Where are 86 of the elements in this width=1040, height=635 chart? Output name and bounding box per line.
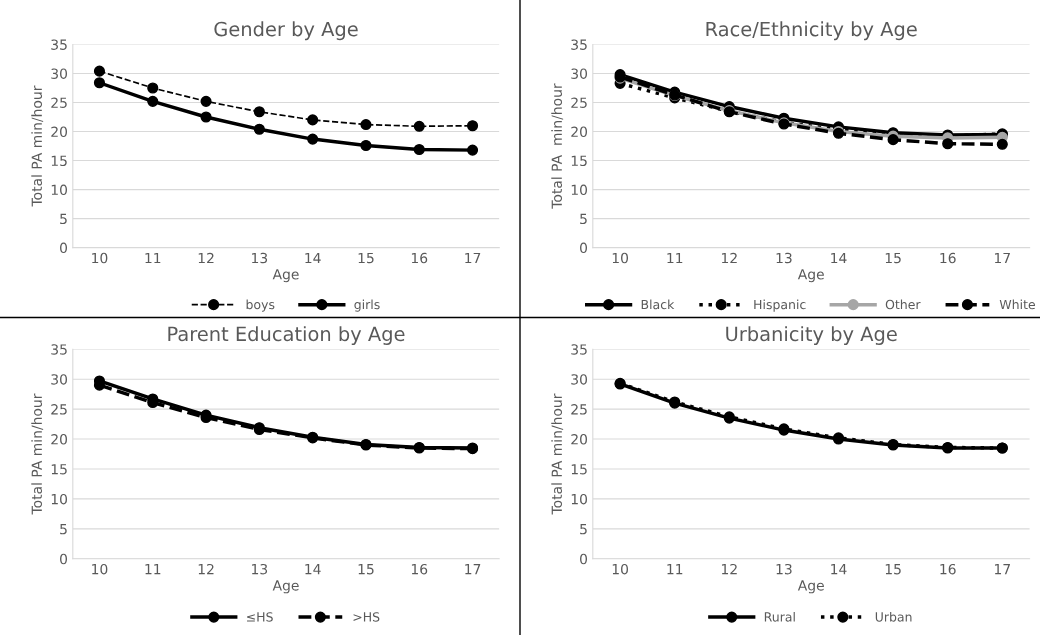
y-tick-label: 10 — [51, 184, 68, 196]
x-tick-label: 10 — [92, 252, 108, 264]
y-axis-title: Total PA min/hour — [31, 85, 44, 207]
x-tick-label: 17 — [465, 564, 481, 575]
y-tick-label: 0 — [60, 242, 68, 254]
y-tick-label: 5 — [580, 524, 587, 535]
x-tick-label: 13 — [252, 252, 268, 264]
x-tick-label: 17 — [465, 252, 481, 264]
y-tick-label: 35 — [51, 344, 67, 355]
legend-label: Rural — [764, 611, 795, 622]
y-tick-label: 5 — [580, 213, 587, 225]
x-tick-label: 12 — [721, 563, 737, 575]
x-tick-label: 11 — [145, 252, 161, 264]
y-tick-label: 10 — [571, 184, 588, 196]
x-tick-label: 10 — [92, 563, 108, 575]
y-tick-label: 15 — [51, 155, 67, 167]
y-tick-label: 5 — [60, 213, 67, 225]
y-tick-label: 35 — [51, 39, 67, 50]
x-tick-label: 16 — [411, 252, 428, 264]
x-axis-title: Age — [272, 269, 299, 283]
y-tick-label: 35 — [571, 39, 587, 50]
legend-label: Hispanic — [754, 299, 806, 312]
y-tick-label: 5 — [60, 524, 67, 535]
x-tick-label: 12 — [198, 252, 214, 264]
x-tick-label: 17 — [994, 564, 1010, 575]
x-tick-label: 16 — [411, 563, 428, 575]
x-tick-label: 15 — [885, 252, 901, 264]
x-tick-label: 14 — [831, 564, 847, 575]
x-tick-label: 14 — [305, 564, 321, 575]
legend-label: boys — [246, 299, 275, 312]
y-tick-label: 15 — [571, 155, 587, 167]
x-tick-label: 12 — [198, 563, 214, 575]
chart-title: Race/Ethnicity by Age — [706, 21, 917, 41]
legend-label: Other — [885, 299, 921, 310]
x-tick-label: 14 — [831, 252, 847, 264]
x-axis-title: Age — [272, 580, 299, 594]
legend-label: Urban — [875, 611, 912, 622]
y-axis-title: Total PA min/hour — [551, 393, 564, 515]
legend-label: ≤HS — [247, 612, 273, 622]
legend-label: girls — [354, 299, 380, 312]
x-tick-label: 11 — [145, 564, 161, 575]
x-tick-label: 10 — [612, 252, 629, 264]
x-tick-label: 15 — [358, 252, 374, 264]
x-tick-label: 10 — [612, 563, 629, 575]
y-tick-label: 25 — [571, 404, 587, 415]
x-tick-label: 13 — [776, 252, 792, 264]
x-tick-label: 13 — [252, 563, 268, 575]
y-tick-label: 0 — [60, 553, 68, 565]
y-tick-label: 25 — [51, 97, 67, 108]
y-tick-label: 30 — [51, 374, 68, 385]
y-tick-label: 0 — [580, 553, 588, 565]
y-tick-label: 20 — [51, 126, 68, 138]
x-tick-label: 15 — [358, 564, 374, 575]
x-tick-label: 14 — [305, 252, 321, 264]
legend-label: White — [999, 299, 1035, 310]
y-tick-label: 15 — [51, 464, 67, 475]
x-axis-title: Age — [797, 580, 824, 594]
x-tick-label: 15 — [885, 564, 901, 575]
y-axis-title: Total PA min/hour — [31, 393, 44, 515]
legend-label: Black — [641, 299, 675, 310]
y-tick-label: 30 — [571, 68, 588, 79]
x-tick-label: 13 — [776, 563, 792, 575]
y-tick-label: 30 — [51, 68, 68, 79]
chart-title: Urbanicity by Age — [726, 326, 897, 345]
chart-title: Gender by Age — [214, 21, 358, 41]
y-tick-label: 20 — [571, 126, 588, 138]
y-tick-label: 30 — [571, 374, 588, 385]
y-tick-label: 0 — [580, 242, 588, 254]
y-tick-label: 10 — [571, 493, 588, 505]
x-tick-label: 11 — [667, 564, 683, 575]
x-tick-label: 11 — [667, 252, 683, 264]
y-tick-label: 20 — [51, 434, 68, 445]
x-tick-label: 16 — [940, 563, 956, 575]
y-tick-label: 25 — [51, 404, 67, 415]
y-tick-label: 10 — [51, 493, 68, 505]
y-axis-title: Total PA min/hour — [551, 83, 564, 209]
chart-title: Parent Education by Age — [168, 326, 405, 345]
y-tick-label: 25 — [571, 97, 587, 108]
legend-label: >HS — [353, 612, 380, 622]
x-tick-label: 17 — [994, 252, 1010, 264]
y-tick-label: 20 — [571, 434, 588, 445]
x-axis-title: Age — [797, 269, 824, 283]
x-tick-label: 12 — [721, 252, 737, 264]
y-tick-label: 15 — [571, 464, 587, 475]
x-tick-label: 16 — [940, 252, 956, 264]
y-tick-label: 35 — [571, 344, 587, 355]
